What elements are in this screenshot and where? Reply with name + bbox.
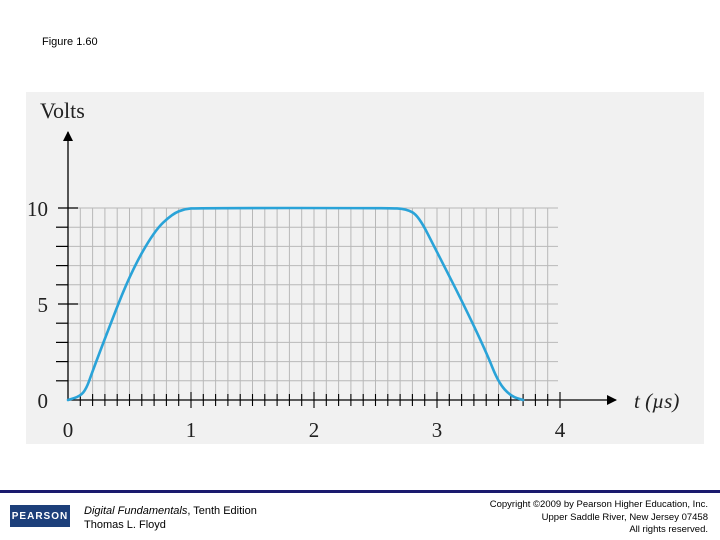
ticks [56, 207, 561, 408]
labels: Volts t (µs) 0 1 2 3 4 0 5 10 [27, 98, 679, 442]
x-axis-title: t (µs) [634, 389, 679, 413]
x-tick-label: 1 [186, 418, 197, 442]
x-tick-label: 4 [555, 418, 566, 442]
figure-label: Figure 1.60 [42, 36, 98, 48]
copyright-line-3: All rights reserved. [629, 524, 708, 535]
y-tick-label: 5 [38, 293, 49, 317]
book-edition: , Tenth Edition [187, 505, 257, 517]
pearson-logo: PEARSON [10, 505, 70, 527]
grid [68, 207, 558, 400]
copyright-line-1: Copyright ©2009 by Pearson Higher Educat… [489, 499, 708, 510]
copyright: Copyright ©2009 by Pearson Higher Educat… [408, 499, 708, 537]
y-tick-label: 10 [27, 197, 48, 221]
copyright-line-2: Upper Saddle River, New Jersey 07458 [541, 511, 708, 523]
x-tick-label: 3 [432, 418, 443, 442]
x-tick-label: 2 [309, 418, 320, 442]
chart: Volts t (µs) 0 1 2 3 4 0 5 10 [27, 98, 679, 442]
footer-rule [0, 490, 720, 493]
book-title: Digital Fundamentals [84, 505, 188, 517]
book-info: Digital Fundamentals, Tenth Edition Thom… [84, 504, 257, 532]
x-tick-label: 0 [63, 418, 74, 442]
chart-panel: Volts t (µs) 0 1 2 3 4 0 5 10 [26, 92, 704, 444]
book-author: Thomas L. Floyd [84, 519, 166, 531]
series [66, 206, 525, 402]
voltage-trace [66, 206, 525, 402]
book-title-line: Digital Fundamentals, Tenth Edition [84, 504, 257, 518]
y-axis-title: Volts [40, 98, 85, 123]
y-tick-label: 0 [38, 389, 49, 413]
